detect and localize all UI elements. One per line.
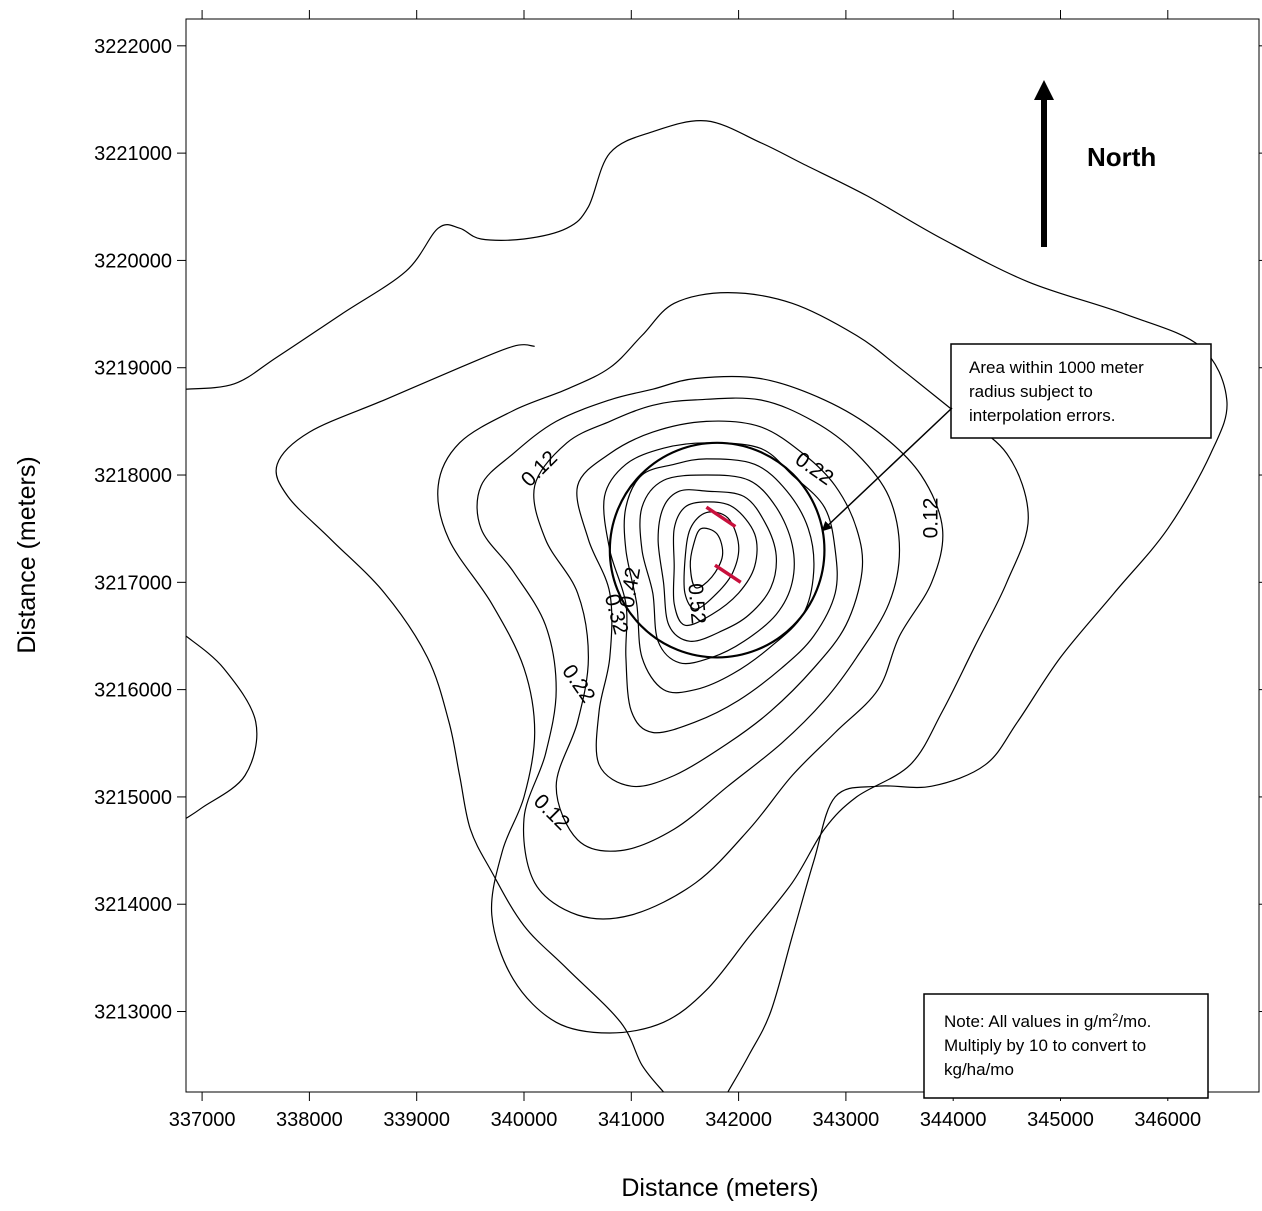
y-axis-ticks: 3213000 3214000 3215000 3216000 3217000 32180… [94,36,1262,1024]
callout-arrow-icon [821,407,953,532]
callout-box: Area within 1000 meter radius subject to… [821,343,1212,532]
north-arrow: North [1034,80,1156,247]
x-tick-label: 339000 [383,1109,450,1131]
callout-line-2: radius subject to [969,382,1093,401]
contour-line-0.47 [672,501,758,627]
callout-line-3: interpolation errors. [969,406,1115,425]
source-marker-2 [714,563,742,584]
contour-label: 0.52 [683,582,709,625]
north-label: North [1087,142,1156,172]
source-markers [705,505,742,584]
interpolation-error-circle-group [608,441,826,659]
contour-label: 0.12 [919,498,942,539]
contour-line-0.17 [533,397,901,852]
y-tick-label: 3222000 [94,36,172,58]
interpolation-error-circle [608,441,826,659]
x-tick-label: 341000 [598,1109,665,1131]
callout-line-1: Area within 1000 meter [969,358,1144,377]
y-tick-label: 3213000 [94,1002,172,1024]
contour-line-0.12 [476,375,944,920]
north-arrow-head-icon [1034,80,1054,100]
contour-line-0.02 [186,120,1228,1092]
contour-line-0.02 [186,635,258,819]
x-tick-label: 346000 [1134,1109,1201,1131]
note-line-1: Note: All values in g/m2/mo. [944,1012,1151,1031]
note-line-2: Multiply by 10 to convert to [944,1036,1146,1055]
callout-frame [950,343,1212,439]
x-tick-label: 338000 [276,1109,343,1131]
x-tick-label: 344000 [920,1109,987,1131]
contour-line-0.22 [576,420,864,788]
y-tick-label: 3217000 [94,572,172,594]
x-axis-title: Distance (meters) [621,1174,818,1202]
source-marker-1 [705,505,737,528]
y-tick-label: 3218000 [94,465,172,487]
note-frame [923,993,1209,1099]
x-tick-label: 342000 [705,1109,772,1131]
y-tick-label: 3215000 [94,787,172,809]
y-tick-label: 3216000 [94,680,172,702]
x-axis-ticks: 337000 338000 339000 340000 341000 342000 3430… [169,10,1201,1131]
y-axis-title: Distance (meters) [13,456,41,653]
contour-line-0.42 [657,489,777,642]
note-line-3: kg/ha/mo [944,1060,1014,1079]
x-tick-label: 340000 [491,1109,558,1131]
y-tick-label: 3214000 [94,894,172,916]
x-tick-label: 343000 [813,1109,880,1131]
contour-line-0.32 [623,458,815,694]
note-box: Note: All values in g/m2/mo. Multiply by… [923,993,1209,1099]
y-tick-label: 3220000 [94,250,172,272]
contour-line-0.52 [683,511,740,610]
contour-line-0.27 [603,442,838,734]
y-tick-label: 3219000 [94,358,172,380]
contour-line-0.57 [689,527,724,589]
x-tick-label: 337000 [169,1109,236,1131]
contour-line-0.02 [275,344,664,1092]
x-tick-label: 345000 [1027,1109,1094,1131]
y-tick-label: 3221000 [94,143,172,165]
